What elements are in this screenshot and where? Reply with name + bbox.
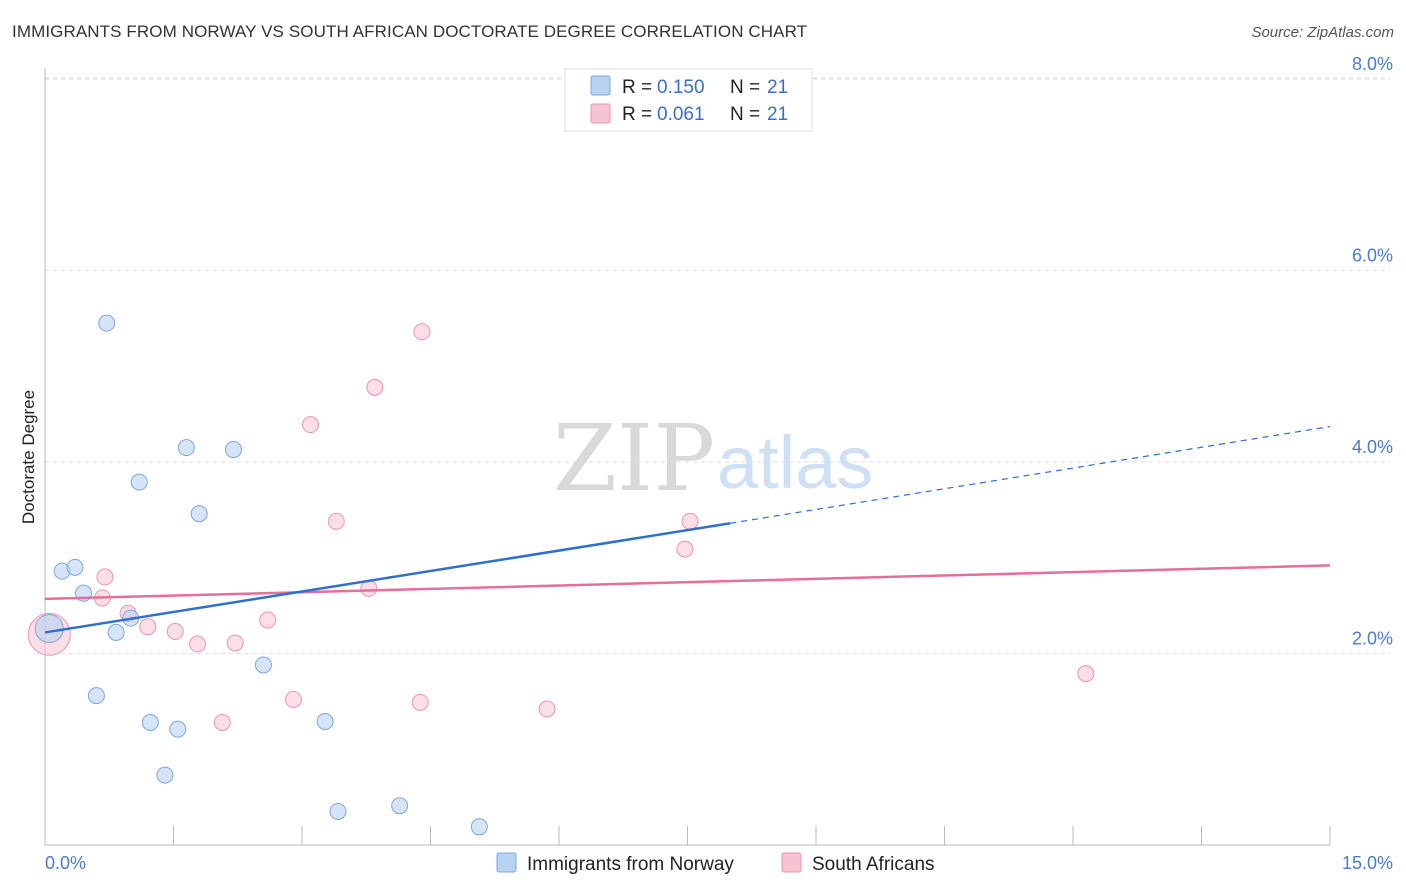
data-point-norway: [34, 614, 64, 644]
tick-labels: 2.0% 4.0% 6.0% 8.0% 0.0% 15.0%: [45, 54, 1393, 873]
data-point-norway: [391, 797, 409, 815]
data-point-norway: [190, 505, 208, 523]
data-point-south-africans: [188, 635, 206, 653]
data-point-south-africans: [411, 693, 429, 711]
legend-r-value-norway: 0.150: [657, 77, 705, 98]
legend-r-value-sa: 0.061: [657, 104, 705, 125]
data-point-south-africans: [259, 611, 277, 629]
data-point-norway: [107, 623, 125, 641]
legend-r-label-norway: R =: [622, 77, 652, 98]
y-tick-label: 6.0%: [1352, 246, 1393, 266]
trend-line-norway: [44, 522, 731, 634]
legend-swatch-norway: [590, 75, 611, 96]
data-point-norway: [169, 720, 187, 738]
bottom-legend-swatch-norway: [496, 852, 517, 873]
legend-swatch-sa: [590, 103, 611, 124]
data-point-south-africans: [681, 512, 699, 530]
data-point-south-africans: [213, 713, 231, 731]
source-label: Source: ZipAtlas.com: [1251, 24, 1394, 41]
legend-r-label-sa: R =: [622, 104, 652, 125]
trend-lines: [44, 425, 1331, 634]
data-point-norway: [156, 766, 174, 784]
legend-n-label-sa: N =: [730, 104, 760, 125]
data-point-south-africans: [1077, 665, 1095, 683]
data-point-south-africans: [226, 634, 244, 652]
axes: [44, 68, 1331, 846]
data-point-south-africans: [284, 690, 302, 708]
y-tick-label: 4.0%: [1352, 437, 1393, 457]
y-tick-label: 8.0%: [1352, 54, 1393, 74]
gridlines: [45, 77, 1390, 654]
data-point-south-africans: [538, 700, 556, 718]
data-point-norway: [470, 818, 488, 836]
y-tick-label: 2.0%: [1352, 629, 1393, 649]
legend-n-value-norway: 21: [767, 77, 788, 98]
data-point-norway: [141, 713, 159, 731]
watermark-zip: ZIP: [553, 405, 715, 512]
bottom-legend-label-norway: Immigrants from Norway: [527, 854, 734, 875]
data-point-south-africans: [413, 323, 431, 341]
data-point-norway: [254, 656, 272, 674]
bottom-legend: Immigrants from Norway South Africans: [496, 852, 935, 875]
bottom-legend-label-sa: South Africans: [812, 854, 935, 875]
data-point-south-africans: [166, 622, 184, 640]
series-south-africans: [27, 323, 1095, 731]
data-point-south-africans: [96, 568, 114, 586]
data-point-south-africans: [327, 512, 345, 530]
data-point-norway: [87, 687, 105, 705]
data-point-south-africans: [302, 416, 320, 434]
trend-line-south-africans: [44, 564, 1331, 601]
data-point-norway: [329, 802, 347, 820]
y-axis-label: Doctorate Degree: [19, 390, 38, 524]
data-point-south-africans: [139, 618, 157, 636]
data-point-norway: [130, 473, 148, 491]
legend-n-label-norway: N =: [730, 77, 760, 98]
data-point-norway: [177, 439, 195, 457]
bottom-legend-swatch-sa: [781, 852, 802, 873]
trend-line-norway-extension: [730, 425, 1331, 524]
data-point-norway: [316, 712, 334, 730]
top-legend: R = 0.150 N = 21 R = 0.061 N = 21: [564, 68, 813, 132]
data-point-norway: [66, 558, 84, 576]
data-point-norway: [224, 441, 242, 459]
x-tick-label: 0.0%: [45, 853, 86, 873]
chart-title: IMMIGRANTS FROM NORWAY VS SOUTH AFRICAN …: [12, 22, 808, 41]
data-point-south-africans: [366, 378, 384, 396]
data-point-south-africans: [676, 540, 694, 558]
data-point-norway: [98, 314, 116, 332]
legend-n-value-sa: 21: [767, 104, 788, 125]
watermark-atlas: atlas: [717, 421, 873, 504]
x-tick-label: 15.0%: [1342, 853, 1393, 873]
